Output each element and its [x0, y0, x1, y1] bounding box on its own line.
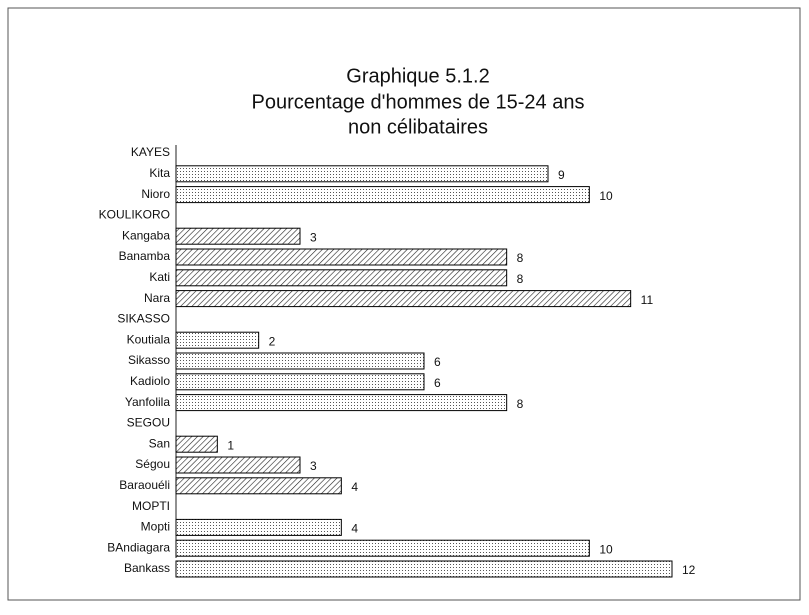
category-label: Sikasso — [128, 353, 170, 367]
bar — [175, 352, 425, 370]
value-label: 1 — [227, 438, 234, 452]
category-label: Mopti — [141, 520, 170, 534]
category-label: Kangaba — [122, 228, 170, 242]
bar — [175, 269, 508, 287]
bar — [175, 518, 342, 536]
category-label: KAYES — [131, 145, 170, 159]
category-label: Kati — [149, 270, 170, 284]
bar — [175, 394, 508, 412]
chart-title: Graphique 5.1.2 — [346, 65, 489, 87]
value-label: 8 — [517, 272, 524, 286]
bar — [175, 165, 549, 183]
bar — [175, 373, 425, 391]
category-label: SIKASSO — [117, 312, 170, 326]
chart-title: non célibataires — [348, 116, 488, 138]
value-label: 11 — [641, 293, 654, 307]
bar — [175, 435, 218, 453]
value-label: 2 — [269, 334, 276, 348]
category-label: MOPTI — [132, 499, 170, 513]
bar — [175, 227, 301, 245]
frame — [7, 7, 801, 601]
category-label: Kita — [149, 166, 170, 180]
value-label: 6 — [434, 355, 441, 369]
category-label: Banamba — [119, 249, 171, 263]
bar — [175, 331, 260, 349]
value-label: 10 — [599, 542, 613, 556]
value-label: 10 — [599, 189, 613, 203]
value-label: 9 — [558, 168, 565, 182]
category-label: Kadiolo — [130, 374, 170, 388]
value-label: 12 — [682, 563, 696, 577]
category-label: Baraouéli — [119, 478, 170, 492]
category-label: SEGOU — [127, 416, 170, 430]
value-label: 4 — [351, 480, 358, 494]
bar — [175, 456, 301, 474]
bar — [175, 290, 632, 308]
value-label: 6 — [434, 376, 441, 390]
bar — [175, 186, 590, 204]
category-label: Nara — [144, 291, 170, 305]
bar — [175, 477, 342, 495]
value-label: 8 — [517, 397, 524, 411]
category-label: San — [149, 436, 170, 450]
bar — [175, 248, 508, 266]
category-label: Ségou — [135, 457, 170, 471]
value-label: 8 — [517, 251, 524, 265]
value-label: 3 — [310, 459, 317, 473]
category-label: Nioro — [141, 187, 170, 201]
category-label: KOULIKORO — [99, 208, 170, 222]
category-label: Koutiala — [127, 332, 171, 346]
chart-title: Pourcentage d'hommes de 15-24 ans — [252, 91, 585, 113]
category-label: BAndiagara — [107, 540, 170, 554]
bar — [175, 560, 673, 578]
value-label: 3 — [310, 230, 317, 244]
category-label: Yanfolila — [125, 395, 170, 409]
bar — [175, 539, 590, 557]
category-label: Bankass — [124, 561, 170, 575]
value-label: 4 — [351, 522, 358, 536]
